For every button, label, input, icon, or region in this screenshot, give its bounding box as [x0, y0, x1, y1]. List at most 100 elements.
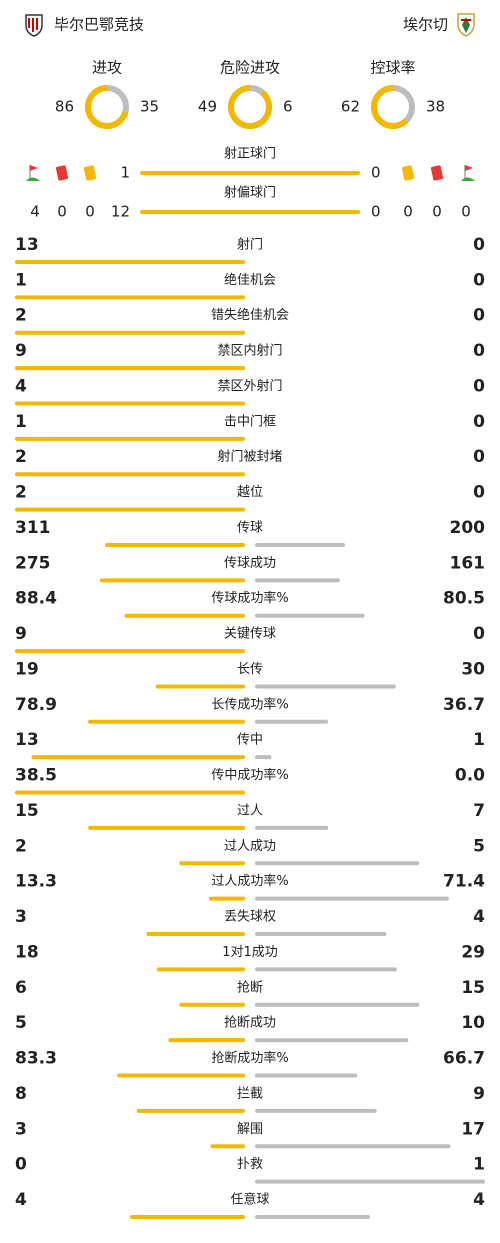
away-value: 0: [473, 376, 485, 396]
stat-label: 错失绝佳机会: [211, 307, 289, 323]
away-bar: [255, 1038, 409, 1043]
away-value: 0: [371, 203, 381, 221]
away-value: 0: [473, 306, 485, 326]
stat-label: 关键传球: [224, 627, 276, 642]
away-value: 0: [473, 341, 485, 361]
away-corners: 0: [461, 203, 471, 221]
home-value: 9: [15, 341, 27, 361]
away-bar: [255, 1108, 377, 1113]
away-value: 71.4: [443, 872, 485, 892]
home-bar: [88, 825, 245, 830]
away-value: 200: [450, 518, 486, 538]
stat-label: 传球成功: [224, 556, 276, 571]
away-value: 0: [473, 412, 485, 432]
stat-label: 抢断成功率%: [211, 1050, 288, 1066]
away-value: 0: [473, 483, 485, 503]
home-value: 62: [341, 98, 360, 116]
away-bar: [255, 896, 449, 901]
stat-label: 绝佳机会: [224, 272, 276, 288]
stat-label: 拦截: [237, 1086, 263, 1101]
home-value: 2: [15, 447, 27, 467]
yellow-card-icon: [83, 165, 97, 181]
home-value: 0: [15, 1155, 27, 1175]
stat-label: 任意球: [230, 1191, 269, 1207]
stat-label: 禁区内射门: [217, 343, 282, 359]
away-value: 35: [140, 98, 159, 116]
home-arc: [228, 85, 272, 129]
home-value: 49: [198, 98, 217, 116]
home-value: 86: [55, 98, 74, 116]
away-value: 17: [461, 1119, 485, 1139]
home-bar: [15, 472, 245, 477]
away-bar: [255, 684, 396, 689]
home-value: 12: [111, 203, 130, 221]
away-bar: [255, 1179, 485, 1184]
home-bar: [15, 436, 245, 441]
away-bar: [255, 1002, 420, 1007]
stat-label: 抢断成功: [224, 1015, 276, 1031]
away-bar: [255, 825, 329, 830]
home-value: 5: [15, 1013, 27, 1033]
stat-label: 传中成功率%: [211, 767, 288, 783]
away-value: 0: [371, 164, 381, 182]
away-bar: [255, 719, 329, 724]
home-value: 2: [15, 306, 27, 326]
home-arc: [371, 85, 409, 129]
home-bar: [208, 896, 245, 901]
away-value: 161: [450, 553, 486, 573]
away-value: 5: [473, 836, 485, 856]
home-value: 3: [15, 1119, 27, 1139]
away-value: 4: [473, 1190, 485, 1210]
away-name: 埃尔切: [403, 16, 448, 34]
home-value: 3: [15, 907, 27, 927]
stat-label: 1对1成功: [222, 945, 278, 960]
corner-icon: [26, 165, 40, 181]
stat-label: 射门被封堵: [217, 449, 282, 465]
home-bar: [31, 755, 245, 760]
home-value: 4: [15, 376, 27, 396]
yellow-card-icon: [401, 165, 415, 181]
home-bar: [136, 1108, 245, 1113]
away-value: 4: [473, 907, 485, 927]
away-bar: [255, 542, 346, 547]
home-bar: [15, 330, 245, 335]
home-bar: [179, 861, 245, 866]
corner-icon: [461, 165, 475, 181]
away-bar: [255, 932, 387, 937]
home-bar: [130, 1214, 245, 1219]
home-bar: [15, 401, 245, 406]
away-value: 15: [461, 978, 485, 998]
home-value: 13: [15, 235, 39, 255]
away-logo: [457, 13, 475, 37]
away-value: 0: [473, 624, 485, 644]
stat-label: 过人成功率%: [211, 873, 288, 889]
home-bar: [210, 1144, 245, 1149]
away-value: 30: [461, 659, 485, 679]
home-value: 13.3: [15, 872, 57, 892]
home-value: 1: [15, 270, 27, 290]
red-card-icon: [430, 165, 444, 181]
away-value: 0: [473, 447, 485, 467]
home-value: 1: [120, 164, 130, 182]
home-value: 88.4: [15, 589, 57, 609]
home-value: 38.5: [15, 766, 57, 786]
home-value: 83.3: [15, 1049, 57, 1069]
stat-label: 击中门框: [224, 414, 276, 429]
away-value: 6: [283, 98, 293, 116]
home-value: 6: [15, 978, 27, 998]
away-value: 1: [473, 730, 485, 750]
away-value: 66.7: [443, 1049, 485, 1069]
home-bar: [156, 967, 245, 972]
home-bar: [15, 790, 245, 795]
stat-label: 长传成功率%: [211, 696, 288, 712]
away-bar: [255, 613, 365, 618]
home-bar: [140, 171, 360, 175]
away-value: 0: [473, 270, 485, 290]
stat-label: 丢失球权: [224, 909, 276, 925]
home-bar: [146, 932, 245, 937]
stat-label: 解围: [237, 1122, 263, 1137]
stat-label: 禁区外射门: [217, 378, 282, 394]
home-bar: [105, 542, 246, 547]
home-bar: [168, 1038, 245, 1043]
away-value: 7: [473, 801, 485, 821]
